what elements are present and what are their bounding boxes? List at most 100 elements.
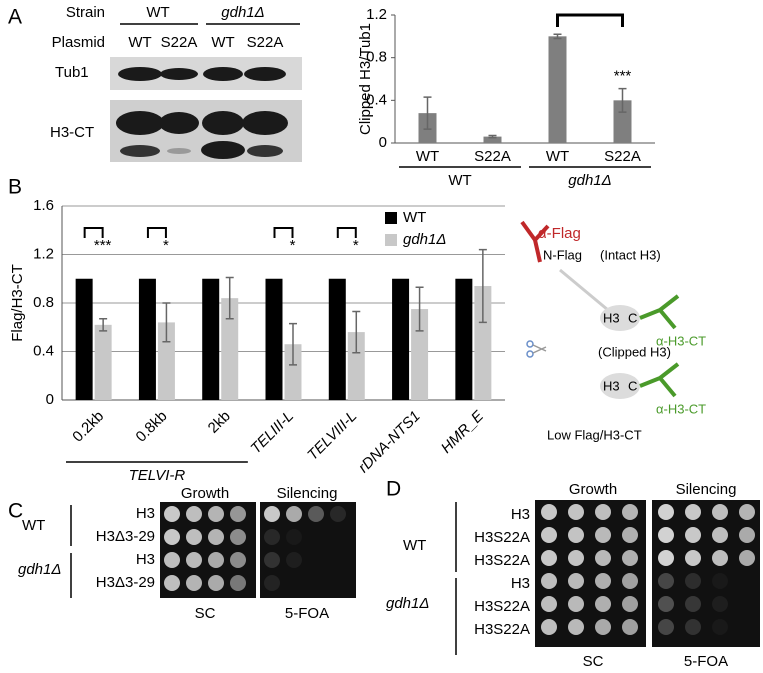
bar [265, 278, 283, 400]
spot [685, 527, 701, 543]
diagram-text: (Intact H3) [600, 247, 661, 262]
significance-label: * [163, 237, 169, 254]
spot [568, 573, 584, 589]
spot [264, 552, 280, 568]
y-axis-label: Flag/H3-CT [9, 264, 26, 342]
blot-strain: gdh1Δ [221, 4, 264, 21]
spot [186, 529, 202, 545]
panel-label: D [386, 478, 401, 501]
intact-diagram [520, 220, 680, 331]
significance-label: * [290, 237, 296, 254]
spot-strain: WT [403, 537, 426, 554]
error-bar [99, 318, 108, 332]
blot-bands [116, 67, 288, 159]
significance-bracket [556, 13, 624, 27]
bar [455, 278, 473, 400]
significance-bracket [83, 227, 104, 238]
spot [164, 575, 180, 591]
spot [595, 550, 611, 566]
spot [308, 506, 324, 522]
group-label: WT [448, 172, 471, 189]
x-tick-label: 0.8kb [133, 408, 171, 446]
y-tick-label: 1.2 [366, 6, 387, 23]
spot [164, 529, 180, 545]
blot-row: H3-CT [50, 124, 94, 141]
legend-label: gdh1Δ [403, 231, 446, 248]
spot-row: H3S22A [474, 552, 530, 569]
spot [712, 619, 728, 635]
spot [230, 506, 246, 522]
spot [264, 529, 280, 545]
spot [712, 596, 728, 612]
bar [138, 278, 156, 400]
y-tick-label: 0.4 [33, 342, 54, 359]
spot-header: Growth [181, 485, 229, 502]
diagram-text: C [628, 378, 637, 393]
spot [622, 619, 638, 635]
spot-row: H3 [511, 575, 530, 592]
bar [328, 278, 346, 400]
spot [622, 504, 638, 520]
y-tick-label: 0.4 [366, 91, 387, 108]
bar [548, 36, 567, 144]
spot [186, 506, 202, 522]
spot [685, 573, 701, 589]
error-bar [352, 310, 361, 354]
spot [595, 619, 611, 635]
spot [658, 504, 674, 520]
spot-header: Silencing [676, 481, 737, 498]
diagram-text: H3 [603, 310, 620, 325]
spot-strain: gdh1Δ [18, 561, 61, 578]
significance-label: *** [614, 68, 632, 85]
spot-row: H3S22A [474, 529, 530, 546]
legend-swatch [385, 212, 397, 224]
x-tick-label: 2kb [205, 408, 234, 437]
spot-strain: gdh1Δ [386, 595, 429, 612]
spot-header: Growth [569, 481, 617, 498]
significance-label: *** [94, 237, 112, 254]
spot [330, 506, 346, 522]
error-bar [478, 248, 487, 324]
y-tick-label: 1.6 [33, 197, 54, 214]
y-tick-label: 0.8 [33, 294, 54, 311]
spot [595, 596, 611, 612]
spot [658, 596, 674, 612]
spot [286, 506, 302, 522]
spot [541, 504, 557, 520]
bar [94, 324, 112, 400]
spot [264, 506, 280, 522]
panel-label: C [8, 500, 23, 523]
spot [186, 575, 202, 591]
diagram-text: α-H3-CT [656, 401, 706, 416]
spot-medium: 5-FOA [285, 605, 329, 622]
blot-strain: WT [146, 4, 169, 21]
spot [264, 575, 280, 591]
y-axis-label: Clipped H3/Tub1 [357, 23, 374, 135]
clipped-diagram [526, 340, 680, 399]
spot [230, 529, 246, 545]
diagram-text: (Clipped H3) [598, 344, 671, 359]
significance-bracket [273, 227, 294, 238]
x-tick-label: 0.2kb [69, 408, 107, 446]
error-bar [415, 286, 424, 332]
spot [622, 527, 638, 543]
bar [75, 278, 93, 400]
spot [568, 504, 584, 520]
significance-bracket [146, 227, 167, 238]
blot-label: Plasmid [52, 34, 105, 51]
spot-row: H3S22A [474, 598, 530, 615]
spot [568, 527, 584, 543]
spot-medium: SC [195, 605, 216, 622]
panel-label: B [8, 176, 22, 199]
diagram-text: C [628, 310, 637, 325]
spot [712, 527, 728, 543]
spot [164, 506, 180, 522]
spot [622, 596, 638, 612]
spot [164, 552, 180, 568]
spot [541, 527, 557, 543]
spot-row: H3Δ3-29 [96, 528, 155, 545]
error-bar [553, 33, 562, 40]
x-tick-label: S22A [604, 148, 641, 165]
bar [347, 332, 365, 400]
